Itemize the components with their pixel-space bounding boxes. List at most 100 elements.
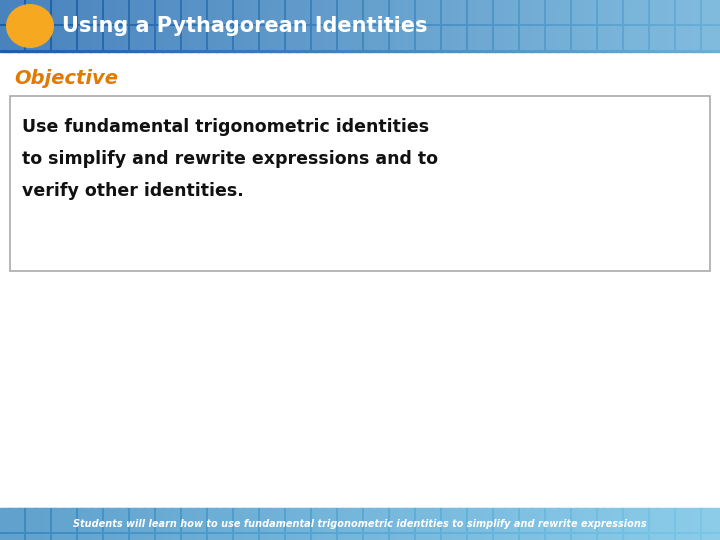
Bar	[598, 26, 622, 50]
Bar	[396, 0, 405, 52]
Bar	[180, 0, 189, 52]
Bar	[364, 26, 388, 50]
Bar	[189, 0, 199, 52]
Bar	[522, 0, 531, 52]
Bar	[603, 0, 613, 52]
Bar	[468, 26, 492, 50]
Bar	[234, 508, 243, 540]
Bar	[261, 508, 271, 540]
Bar	[130, 0, 154, 24]
Bar	[63, 508, 73, 540]
Bar	[198, 508, 207, 540]
Bar	[666, 0, 675, 52]
Bar	[675, 508, 685, 540]
Bar	[78, 0, 102, 24]
Bar	[390, 0, 414, 24]
Bar	[360, 508, 369, 540]
Bar	[624, 0, 648, 24]
Bar	[459, 508, 469, 540]
Bar	[108, 0, 117, 52]
Bar	[286, 508, 310, 532]
Bar	[702, 0, 711, 52]
Bar	[288, 508, 297, 540]
Bar	[208, 26, 232, 50]
Bar	[594, 508, 603, 540]
Bar	[234, 508, 258, 532]
Bar	[504, 508, 513, 540]
Bar	[450, 0, 459, 52]
Bar	[612, 508, 621, 540]
Bar	[72, 0, 81, 52]
Bar	[216, 0, 225, 52]
Bar	[531, 508, 541, 540]
Bar	[288, 0, 297, 52]
Bar	[104, 26, 128, 50]
Bar	[156, 26, 180, 50]
Bar	[297, 508, 307, 540]
Bar	[684, 0, 693, 52]
Bar	[180, 508, 189, 540]
Bar	[54, 0, 63, 52]
Bar	[208, 508, 232, 532]
Bar	[624, 534, 648, 540]
Bar	[624, 508, 648, 532]
Bar	[432, 0, 441, 52]
Bar	[675, 0, 685, 52]
Bar	[306, 508, 315, 540]
Bar	[468, 508, 492, 532]
Bar	[52, 508, 76, 532]
Bar	[252, 0, 261, 52]
Bar	[36, 508, 45, 540]
Bar	[144, 508, 153, 540]
Bar	[162, 508, 171, 540]
Bar	[494, 26, 518, 50]
FancyBboxPatch shape	[10, 96, 710, 271]
Bar	[364, 0, 388, 24]
Bar	[468, 534, 492, 540]
Bar	[684, 508, 693, 540]
Bar	[0, 0, 9, 52]
Bar	[26, 534, 50, 540]
Bar	[182, 0, 206, 24]
Bar	[423, 508, 433, 540]
Bar	[182, 534, 206, 540]
Bar	[676, 0, 700, 24]
Bar	[286, 0, 310, 24]
Bar	[351, 508, 361, 540]
Bar	[549, 508, 559, 540]
Bar	[260, 0, 284, 24]
Bar	[162, 0, 171, 52]
Bar	[585, 0, 595, 52]
Bar	[208, 534, 232, 540]
Bar	[135, 0, 145, 52]
Bar	[494, 534, 518, 540]
Bar	[405, 0, 415, 52]
Bar	[81, 0, 91, 52]
Bar	[171, 508, 181, 540]
Bar	[387, 0, 397, 52]
Bar	[270, 0, 279, 52]
Bar	[286, 534, 310, 540]
Bar	[486, 0, 495, 52]
Bar	[153, 508, 163, 540]
Bar	[78, 508, 102, 532]
Bar	[612, 0, 621, 52]
Bar	[182, 26, 206, 50]
Bar	[90, 508, 99, 540]
Bar	[9, 0, 19, 52]
Bar	[572, 26, 596, 50]
Bar	[621, 0, 631, 52]
Bar	[45, 508, 55, 540]
Bar	[234, 0, 243, 52]
Bar	[650, 26, 674, 50]
Bar	[126, 0, 135, 52]
Bar	[572, 0, 596, 24]
Bar	[504, 0, 513, 52]
Bar	[156, 508, 180, 532]
Bar	[650, 0, 674, 24]
Bar	[540, 508, 549, 540]
Bar	[182, 508, 206, 532]
Bar	[260, 26, 284, 50]
Bar	[450, 508, 459, 540]
Bar	[432, 508, 441, 540]
